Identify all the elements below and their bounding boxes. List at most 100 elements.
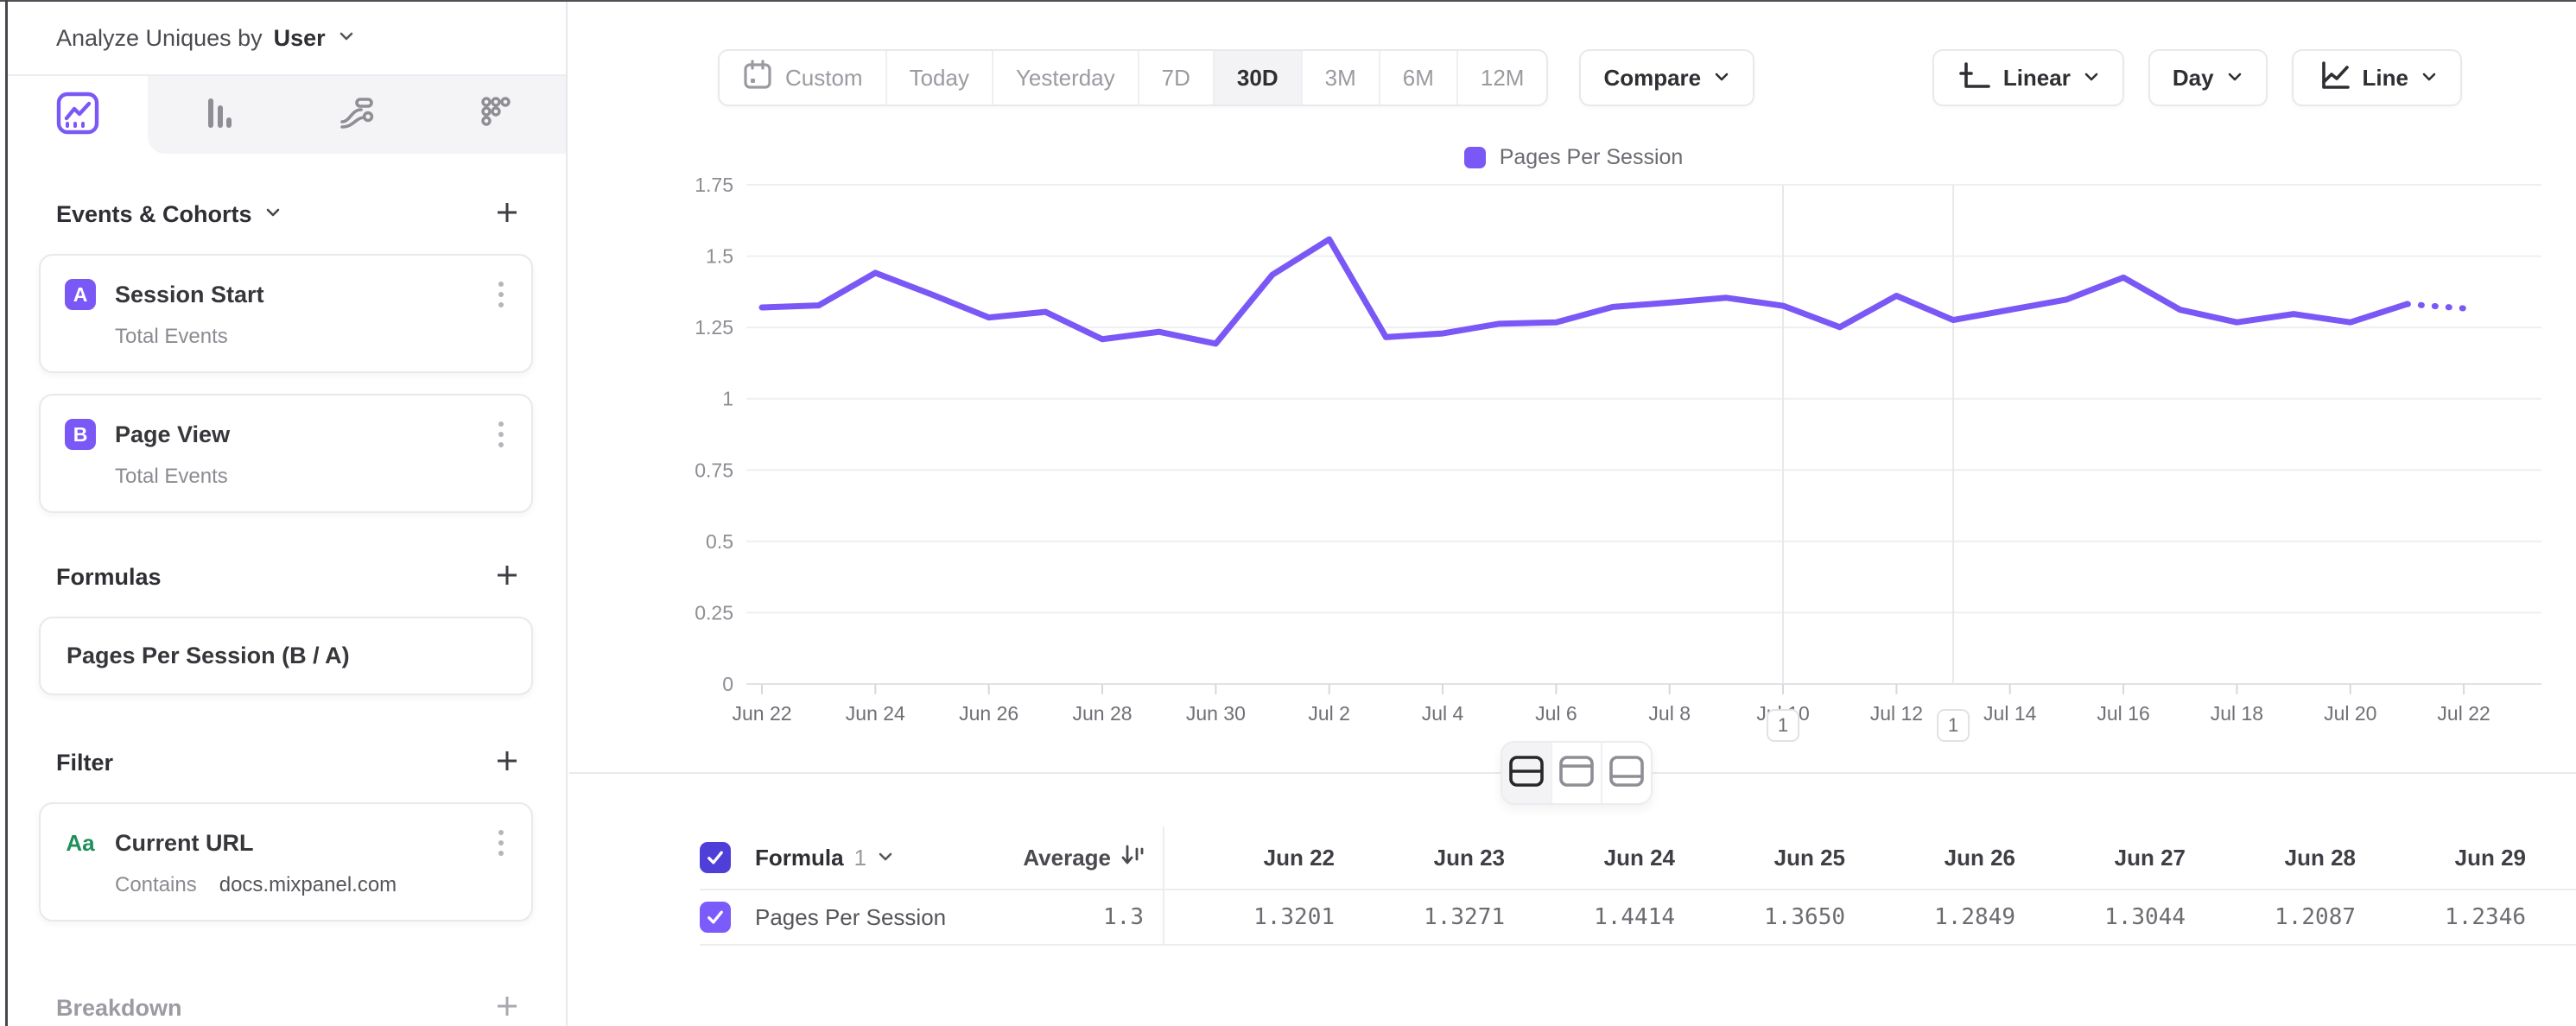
- svg-text:Jun 26: Jun 26: [959, 702, 1018, 725]
- svg-text:Jul 14: Jul 14: [1983, 702, 2037, 725]
- svg-text:1.75: 1.75: [695, 174, 733, 196]
- tab-insights[interactable]: [8, 76, 148, 154]
- svg-text:Jul 18: Jul 18: [2211, 702, 2263, 725]
- chevron-down-icon: [264, 204, 282, 225]
- chevron-down-icon: [2421, 65, 2438, 92]
- layout-toggle: [1501, 741, 1653, 805]
- event-measure[interactable]: Total Events: [115, 465, 228, 488]
- visualization-tabs: [8, 76, 566, 154]
- filter-card-current-url[interactable]: Aa Current URL Contains docs.mixpanel.co…: [39, 802, 533, 922]
- series-value-cell: 1.3044: [2104, 904, 2186, 930]
- range-3m[interactable]: 3M: [1303, 51, 1380, 104]
- svg-text:0: 0: [722, 673, 733, 695]
- compare-button[interactable]: Compare: [1579, 49, 1755, 106]
- svg-text:Jul 16: Jul 16: [2097, 702, 2149, 725]
- flows-icon: [333, 89, 381, 142]
- add-breakdown-button[interactable]: [493, 992, 521, 1024]
- range-today[interactable]: Today: [887, 51, 993, 104]
- add-formula-button[interactable]: [493, 561, 521, 593]
- event-title: Page View: [115, 421, 231, 447]
- chart-type-button[interactable]: Line: [2291, 49, 2462, 106]
- chart-legend: Pages Per Session: [569, 145, 2576, 170]
- average-column-header[interactable]: Average: [1014, 842, 1144, 874]
- linear-axis-icon: [1957, 58, 1991, 98]
- layout-chart-only-button[interactable]: [1552, 743, 1602, 803]
- event-card-page-view[interactable]: B Page View Total Events: [39, 394, 533, 513]
- range-6m[interactable]: 6M: [1380, 51, 1458, 104]
- svg-text:Jun 28: Jun 28: [1072, 702, 1132, 725]
- event-card-session-start[interactable]: A Session Start Total Events: [39, 254, 533, 373]
- series-value-cell: 1.2346: [2445, 904, 2526, 930]
- select-all-checkbox[interactable]: [700, 842, 731, 873]
- tab-bar-chart[interactable]: [148, 76, 287, 154]
- filter-value[interactable]: docs.mixpanel.com: [219, 873, 397, 896]
- date-column-header: Jun 25: [1773, 844, 1845, 871]
- legend-label[interactable]: Pages Per Session: [1499, 145, 1684, 169]
- filter-operator[interactable]: Contains: [115, 873, 197, 896]
- svg-text:0.5: 0.5: [706, 530, 733, 553]
- event-letter-badge: B: [65, 419, 96, 450]
- series-value-cell: 1.3201: [1253, 904, 1335, 930]
- layout-table-only-button[interactable]: [1602, 743, 1651, 803]
- event-measure[interactable]: Total Events: [115, 325, 228, 348]
- range-custom[interactable]: Custom: [720, 51, 887, 104]
- date-column-header: Jun 24: [1603, 844, 1675, 871]
- legend-swatch[interactable]: [1463, 147, 1486, 168]
- analyze-header: Analyze Uniques by User: [8, 2, 566, 76]
- analyze-value-dropdown[interactable]: User: [273, 24, 326, 51]
- interval-button[interactable]: Day: [2148, 49, 2268, 106]
- svg-text:0.25: 0.25: [695, 601, 733, 624]
- kebab-menu-icon[interactable]: [492, 826, 511, 859]
- filter-section-title: Filter: [56, 749, 114, 776]
- svg-text:Jul 20: Jul 20: [2324, 702, 2376, 725]
- chevron-down-icon[interactable]: [337, 27, 356, 50]
- filter-property: Current URL: [115, 829, 254, 856]
- svg-text:1: 1: [1778, 714, 1788, 736]
- kebab-menu-icon[interactable]: [492, 418, 511, 451]
- date-column-header: Jun 28: [2284, 844, 2356, 871]
- grid-dots-icon: [472, 89, 520, 142]
- tab-flows[interactable]: [287, 76, 426, 154]
- range-30d[interactable]: 30D: [1214, 51, 1303, 104]
- range-7d[interactable]: 7D: [1139, 51, 1215, 104]
- table-row: Pages Per Session 1.3 1.3201 1.3271 1.44…: [700, 890, 2576, 946]
- add-filter-button[interactable]: [493, 747, 521, 779]
- range-12m[interactable]: 12M: [1480, 64, 1525, 91]
- chevron-down-icon: [2083, 65, 2100, 92]
- series-value-cell: 1.3271: [1424, 904, 1505, 930]
- add-event-button[interactable]: [493, 199, 521, 231]
- range-yesterday[interactable]: Yesterday: [993, 51, 1139, 104]
- series-checkbox[interactable]: [700, 902, 731, 933]
- layout-split-button[interactable]: [1502, 743, 1552, 803]
- svg-text:Jul 6: Jul 6: [1535, 702, 1577, 725]
- series-value-cell: 1.2087: [2275, 904, 2356, 930]
- table-header-row: Formula 1 Average: [700, 826, 2576, 890]
- series-value-cell: 1.3650: [1764, 904, 1845, 930]
- formula-column-header[interactable]: Formula 1: [755, 845, 1014, 871]
- svg-text:Jul 12: Jul 12: [1870, 702, 1923, 725]
- line-chart: 0 0.25 0.5 0.75 1 1.25 1.5 1.75 Jun 22 Jun 24 Jun …: [695, 174, 2541, 742]
- sidebar-body: Events & Cohorts A Session Start Total E…: [8, 197, 566, 1025]
- series-name: Pages Per Session: [755, 903, 947, 930]
- y-scale-button[interactable]: Linear: [1932, 49, 2124, 106]
- query-builder-sidebar: Analyze Uniques by User: [8, 2, 568, 1026]
- events-section-header[interactable]: Events & Cohorts: [39, 197, 533, 231]
- breakdown-section-title: Breakdown: [56, 994, 182, 1021]
- svg-text:1: 1: [1948, 714, 1958, 736]
- series-values: 1.3201 1.3271 1.4414 1.3650 1.2849 1.304…: [1163, 890, 2526, 944]
- formula-title: Pages Per Session (B / A): [67, 643, 350, 668]
- chevron-down-icon: [2226, 65, 2243, 92]
- calendar-icon: [742, 58, 773, 98]
- series-value-cell: 1.4414: [1594, 904, 1675, 930]
- formula-card[interactable]: Pages Per Session (B / A): [39, 617, 533, 695]
- series-average: 1.3: [1103, 904, 1144, 930]
- kebab-menu-icon[interactable]: [492, 278, 511, 311]
- formulas-section-title: Formulas: [56, 563, 162, 590]
- table-only-icon: [1608, 755, 1646, 792]
- sort-icon: [1120, 842, 1144, 874]
- line-chart-icon: [2316, 58, 2351, 98]
- chevron-down-icon: [1713, 65, 1730, 92]
- event-letter-badge: A: [65, 279, 96, 310]
- tab-retention-grid[interactable]: [427, 76, 566, 154]
